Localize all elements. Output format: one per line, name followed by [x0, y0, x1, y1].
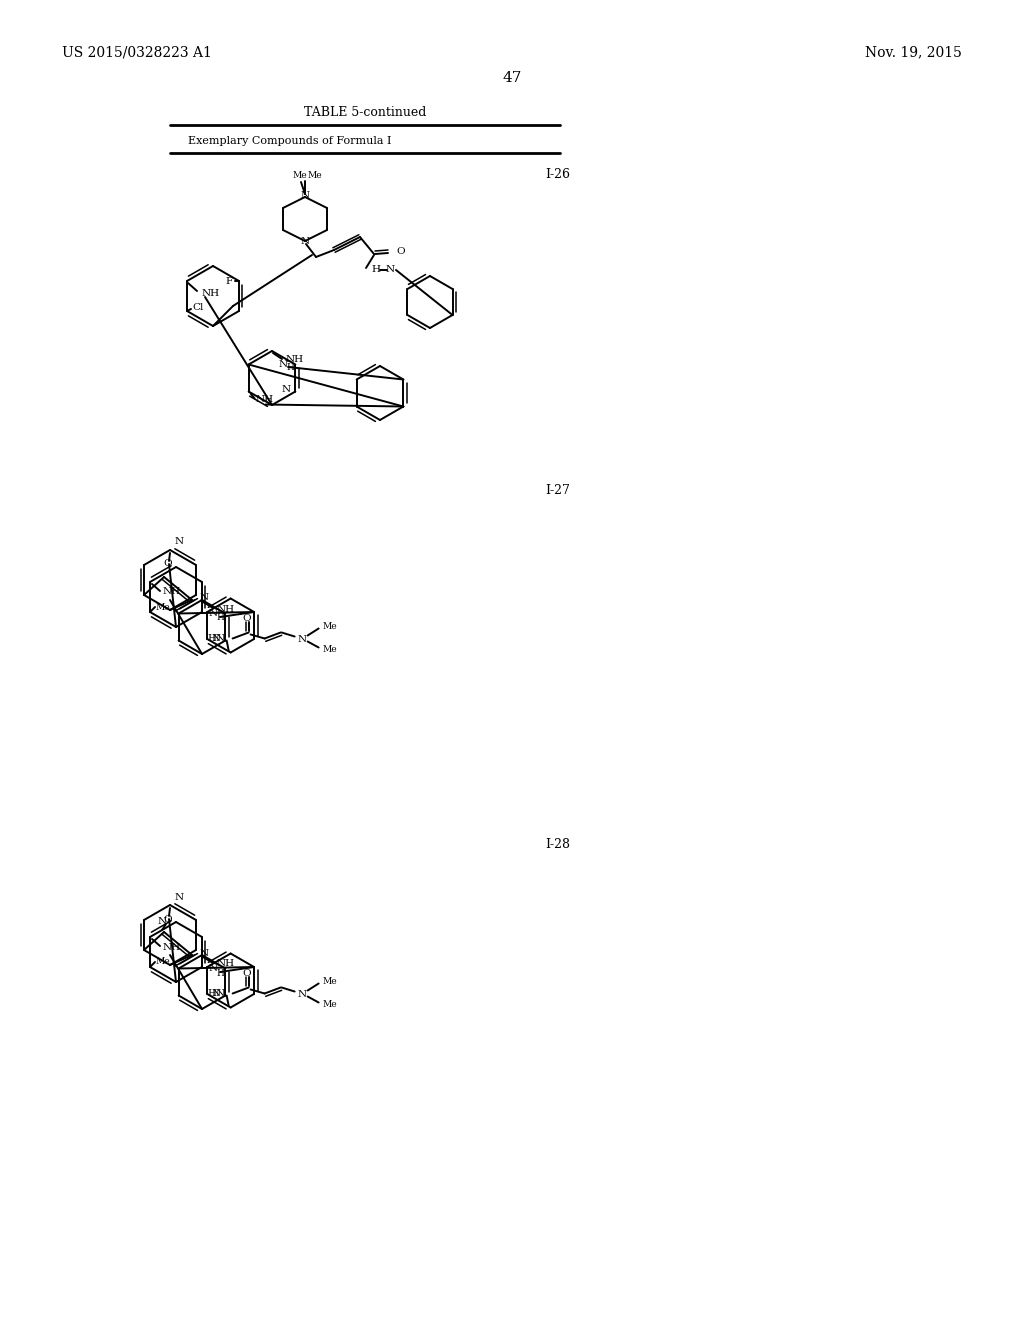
Text: Me: Me — [307, 170, 322, 180]
Text: N: N — [279, 360, 288, 370]
Text: N: N — [200, 594, 209, 602]
Text: N: N — [300, 238, 309, 247]
Text: N: N — [211, 989, 220, 998]
Text: 47: 47 — [503, 71, 521, 84]
Text: Exemplary Compounds of Formula I: Exemplary Compounds of Formula I — [188, 136, 392, 147]
Text: N: N — [200, 949, 209, 957]
Text: H: H — [286, 363, 294, 372]
Text: Me: Me — [155, 602, 170, 611]
Text: I-28: I-28 — [545, 838, 570, 851]
Text: Me: Me — [323, 1001, 337, 1008]
Text: N: N — [208, 609, 217, 618]
Text: HN: HN — [208, 989, 225, 998]
Text: F: F — [226, 276, 233, 285]
Text: Me: Me — [323, 622, 337, 631]
Text: NH: NH — [201, 289, 219, 297]
Text: O: O — [164, 560, 172, 569]
Text: NH: NH — [162, 587, 180, 597]
Text: Me: Me — [323, 645, 337, 653]
Text: NH: NH — [162, 942, 180, 952]
Text: Cl: Cl — [193, 304, 204, 313]
Text: O: O — [243, 614, 251, 623]
Text: NH: NH — [286, 355, 304, 364]
Text: US 2015/0328223 A1: US 2015/0328223 A1 — [62, 45, 212, 59]
Text: NH: NH — [216, 960, 234, 969]
Text: I-27: I-27 — [545, 483, 570, 496]
Text: Nov. 19, 2015: Nov. 19, 2015 — [865, 45, 962, 59]
Text: N: N — [208, 964, 217, 973]
Text: N: N — [282, 385, 291, 393]
Text: H: H — [371, 265, 380, 275]
Text: Me: Me — [293, 172, 307, 181]
Text: Me: Me — [155, 957, 170, 966]
Text: N: N — [175, 537, 184, 546]
Text: N: N — [211, 634, 220, 643]
Text: N: N — [385, 265, 394, 275]
Text: O: O — [164, 915, 172, 924]
Text: H: H — [216, 614, 224, 623]
Text: TABLE 5-continued: TABLE 5-continued — [304, 107, 426, 120]
Text: Me: Me — [323, 977, 337, 986]
Text: N: N — [297, 990, 306, 999]
Text: NH: NH — [216, 605, 234, 614]
Text: NH: NH — [256, 395, 273, 404]
Text: HN: HN — [208, 634, 225, 643]
Text: N: N — [175, 892, 184, 902]
Text: N: N — [297, 635, 306, 644]
Text: I-26: I-26 — [545, 169, 570, 181]
Text: H: H — [216, 969, 224, 978]
Text: O: O — [243, 969, 251, 978]
Text: N: N — [300, 191, 309, 201]
Text: N: N — [158, 917, 167, 927]
Text: O: O — [396, 248, 404, 256]
